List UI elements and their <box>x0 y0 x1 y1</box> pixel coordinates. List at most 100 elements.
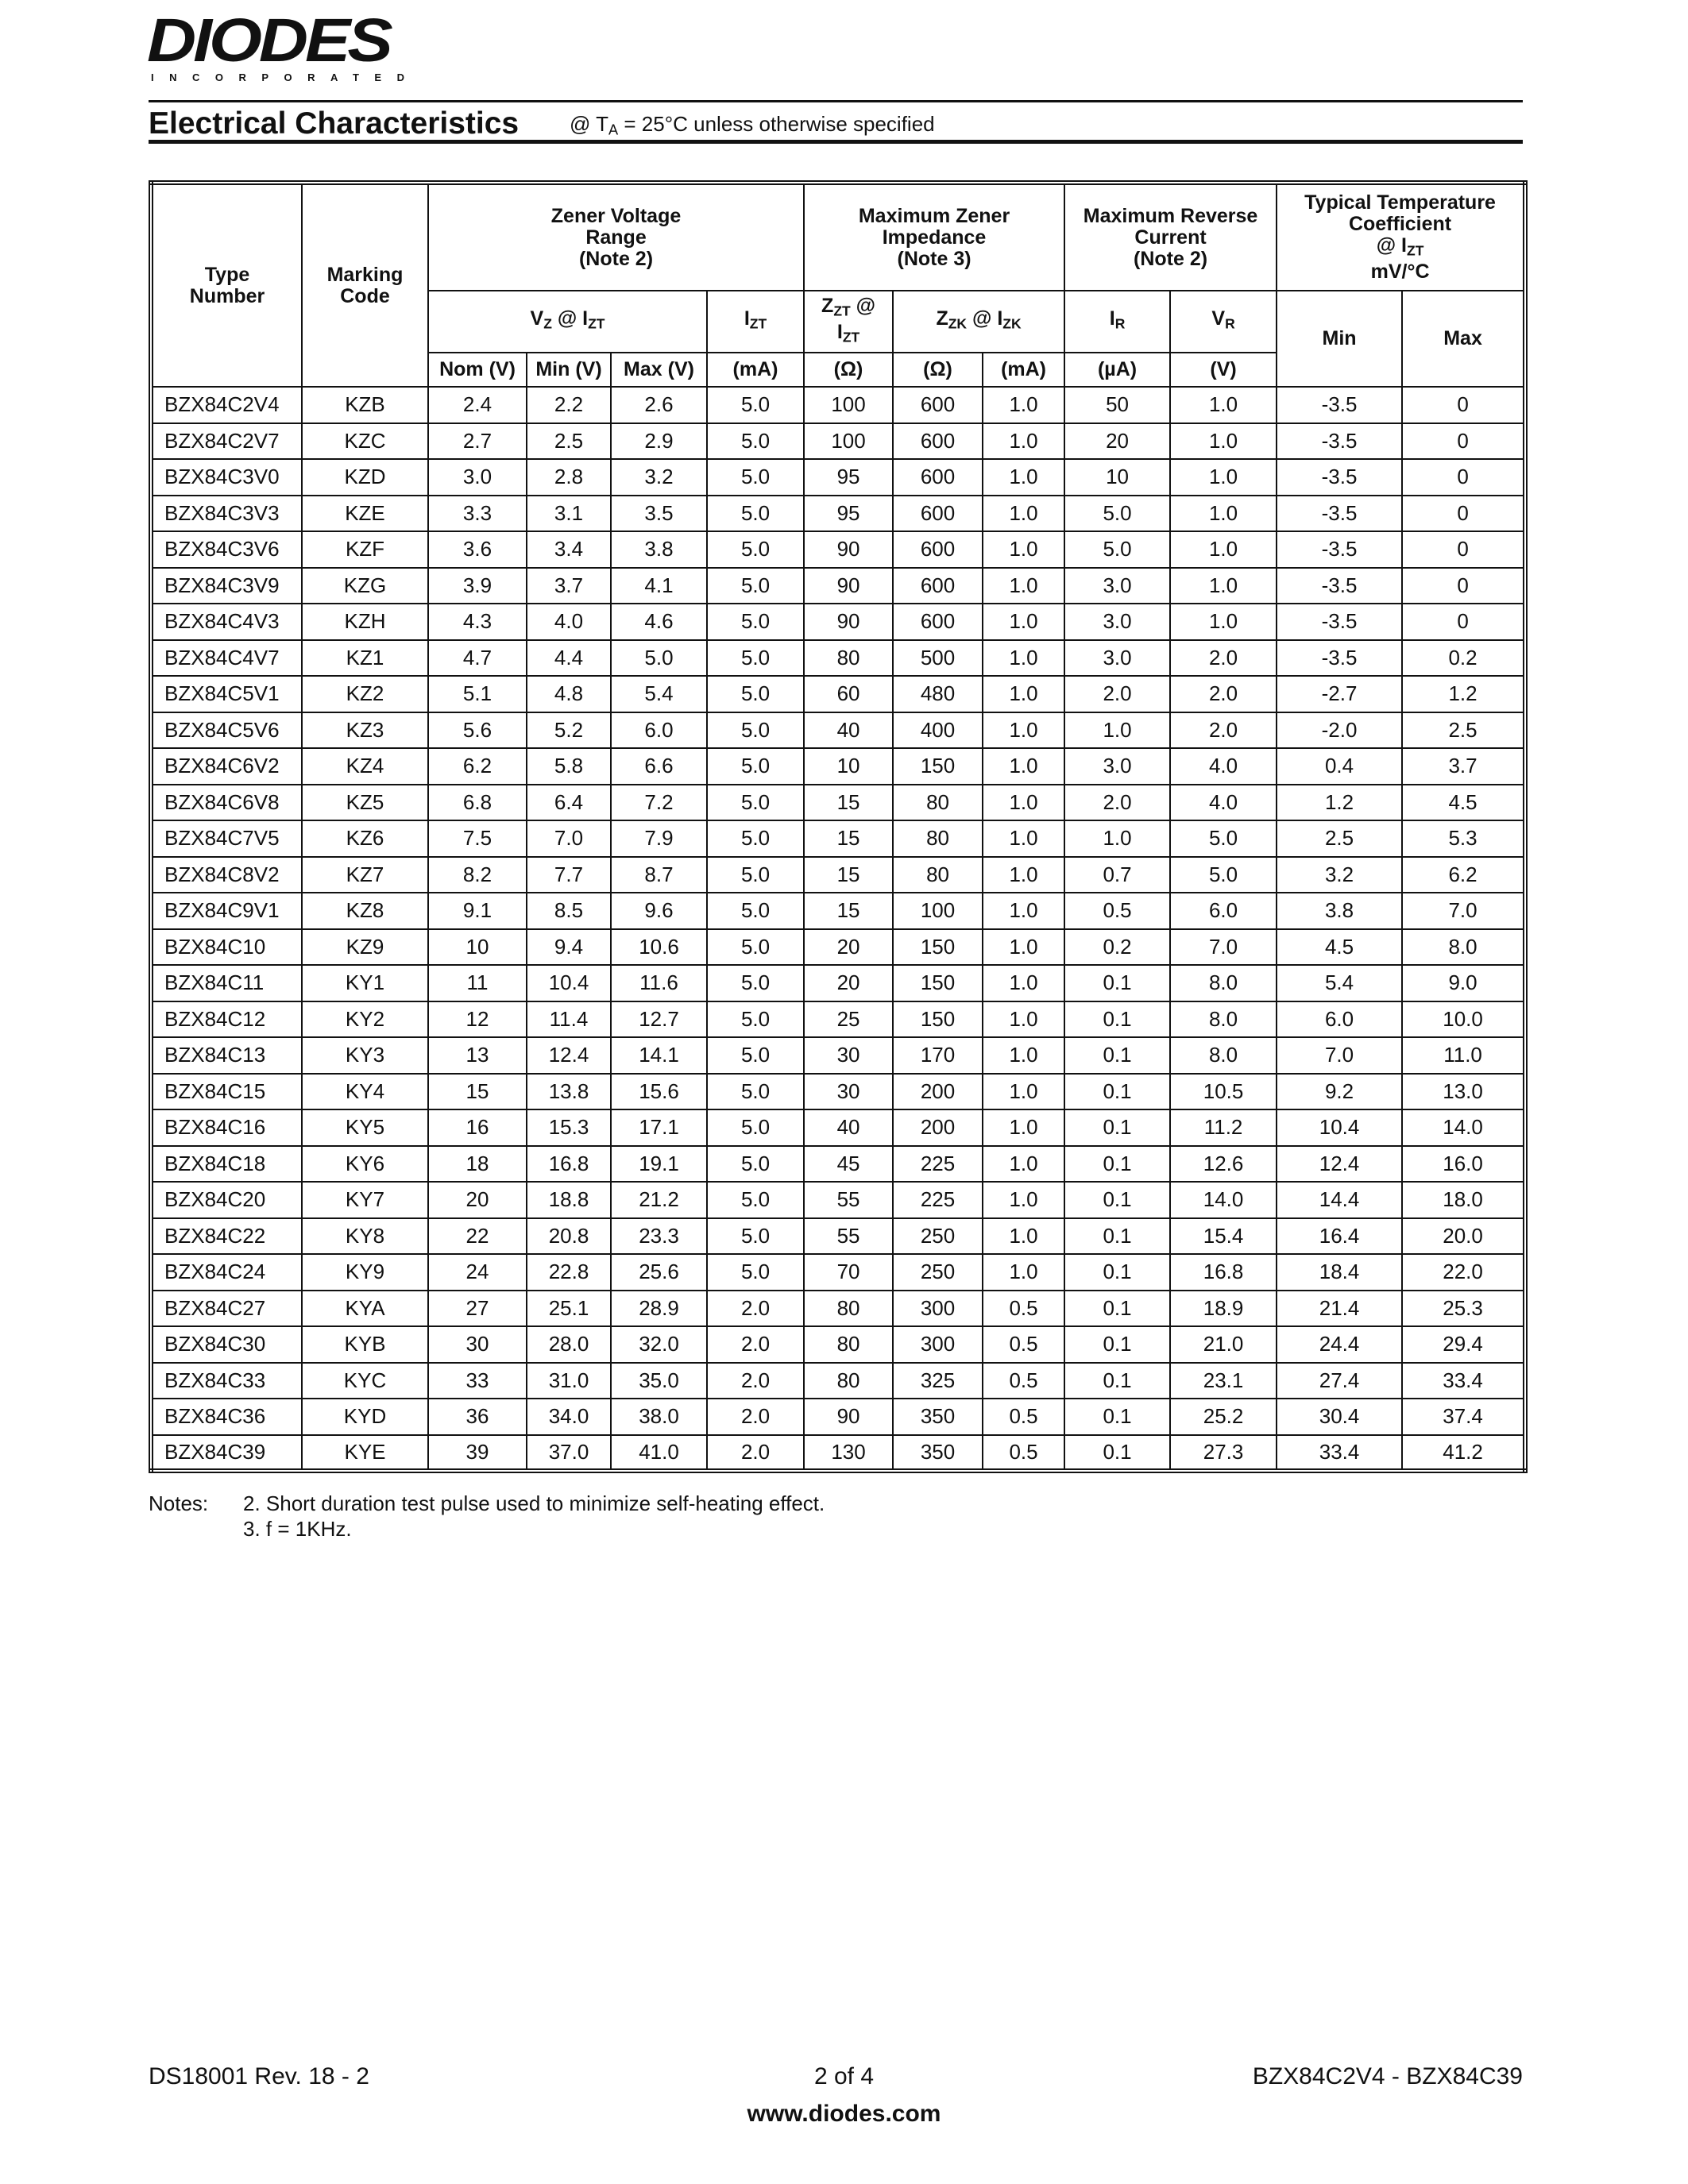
table-cell: 1.0 <box>982 783 1066 821</box>
table-cell: 80 <box>803 1325 894 1364</box>
data-row: BZX84C15 KY4 15 13.8 15.6 5.0 30 200 1.0 0.1 10.5 9… <box>150 1072 1527 1110</box>
table-cell: KYD <box>301 1398 429 1436</box>
table-cell: 4.6 <box>610 603 708 641</box>
text: (V) <box>1210 358 1237 380</box>
table-cell: 21.4 <box>1276 1289 1404 1327</box>
table-cell: 5.0 <box>705 675 805 713</box>
text: (mA) <box>732 358 778 380</box>
table-cell: 500 <box>892 639 984 677</box>
header-line: Maximum Reverse <box>1070 205 1271 227</box>
table-cell: BZX84C3V9 <box>150 566 303 604</box>
table-cell: 8.2 <box>427 855 527 893</box>
header-line: Nom (V) <box>434 359 521 380</box>
text: @ I <box>967 307 1003 330</box>
table-cell: 11.4 <box>526 1000 612 1038</box>
table-cell: 17.1 <box>610 1109 708 1147</box>
table-cell: 6.2 <box>427 747 527 785</box>
table-cell: 95 <box>803 458 894 496</box>
subscript: ZT <box>588 315 605 332</box>
table-cell: 1.0 <box>982 747 1066 785</box>
table-cell: 600 <box>892 531 984 569</box>
data-row: BZX84C4V7 KZ1 4.7 4.4 5.0 5.0 80 500 1.0 3.0 2.0 -3… <box>150 639 1527 677</box>
table-cell: 600 <box>892 422 984 460</box>
table-cell: 41.0 <box>610 1433 708 1472</box>
table-cell: 225 <box>892 1144 984 1183</box>
data-row: BZX84C24 KY9 24 22.8 25.6 5.0 70 250 1.0 0.1 16.8 1… <box>150 1253 1527 1291</box>
header-row: VZ @ IZT IZT ZZT @ IZT ZZK @ IZK IR VR Min Max <box>151 290 1527 388</box>
subscript: ZK <box>948 315 968 332</box>
table-cell: 200 <box>892 1072 984 1110</box>
table-cell: 1.0 <box>982 1000 1066 1038</box>
table-cell: 6.2 <box>1401 855 1527 893</box>
text: Z <box>936 307 948 330</box>
header-cell: IZT <box>705 290 805 353</box>
table-cell: 6.0 <box>1169 892 1278 930</box>
data-row: BZX84C13 KY3 13 12.4 14.1 5.0 30 170 1.0 0.1 8.0 7.… <box>150 1036 1527 1075</box>
table-cell: 6.4 <box>526 783 612 821</box>
header-line: ZZT @ <box>809 295 887 322</box>
table-cell: 1.0 <box>982 1144 1066 1183</box>
table-cell: 3.9 <box>427 566 527 604</box>
table-cell: 80 <box>892 820 984 858</box>
table-cell: 15.6 <box>610 1072 708 1110</box>
condition: @ TA = 25°C unless otherwise specified <box>570 112 935 139</box>
table-cell: 5.4 <box>1276 964 1404 1002</box>
table-cell: 37.4 <box>1401 1398 1527 1436</box>
table-cell: BZX84C15 <box>150 1072 303 1110</box>
table-cell: 21.0 <box>1169 1325 1278 1364</box>
table-cell: 18.9 <box>1169 1289 1278 1327</box>
table-cell: 7.0 <box>1401 892 1527 930</box>
header-cell: VR <box>1169 290 1278 353</box>
table-cell: 130 <box>803 1433 894 1472</box>
data-row: BZX84C27 KYA 27 25.1 28.9 2.0 80 300 0.5 0.1 18.9 2… <box>150 1289 1527 1327</box>
data-row: BZX84C30 KYB 30 28.0 32.0 2.0 80 300 0.5 0.1 21.0 2… <box>150 1325 1527 1364</box>
table-cell: 1.0 <box>982 639 1066 677</box>
table-cell: 1.2 <box>1401 675 1527 713</box>
table-cell: 28.0 <box>526 1325 612 1364</box>
table-cell: BZX84C5V6 <box>150 711 303 749</box>
table-cell: 5.8 <box>526 747 612 785</box>
table-cell: 36 <box>427 1398 527 1436</box>
table-cell: KZF <box>301 531 429 569</box>
table-cell: 18.8 <box>526 1181 612 1219</box>
data-row: BZX84C6V8 KZ5 6.8 6.4 7.2 5.0 15 80 1.0 2.0 4.0 1.2… <box>150 783 1527 821</box>
table-cell: 8.7 <box>610 855 708 893</box>
header-line: Maximum Zener <box>809 205 1059 227</box>
header-cell: Typical Temperature Coefficient @ IZT mV/°C <box>1276 182 1527 291</box>
table-cell: 1.0 <box>982 603 1066 641</box>
table-cell: 150 <box>892 964 984 1002</box>
table-cell: 1.0 <box>982 855 1066 893</box>
text: V <box>530 307 544 330</box>
table-cell: 16.8 <box>526 1144 612 1183</box>
data-row: BZX84C7V5 KZ6 7.5 7.0 7.9 5.0 15 80 1.0 1.0 5.0 2.5… <box>150 820 1527 858</box>
header-cell: (mA) <box>705 352 805 388</box>
table-cell: 400 <box>892 711 984 749</box>
table-cell: 350 <box>892 1398 984 1436</box>
table-cell: 4.4 <box>526 639 612 677</box>
table-cell: 14.0 <box>1169 1181 1278 1219</box>
table-cell: 12.6 <box>1169 1144 1278 1183</box>
table-cell: 5.0 <box>1064 531 1172 569</box>
table-cell: 1.0 <box>982 386 1066 424</box>
table-cell: 3.0 <box>1064 639 1172 677</box>
table-cell: 55 <box>803 1217 894 1255</box>
table-cell: 34.0 <box>526 1398 612 1436</box>
table-cell: 0 <box>1401 494 1527 532</box>
table-cell: 15.3 <box>526 1109 612 1147</box>
table-cell: 1.0 <box>982 531 1066 569</box>
data-row: BZX84C22 KY8 22 20.8 23.3 5.0 55 250 1.0 0.1 15.4 1… <box>150 1217 1527 1255</box>
table-cell: KY3 <box>301 1036 429 1075</box>
table-cell: 18.0 <box>1401 1181 1527 1219</box>
table-cell: 0.4 <box>1276 747 1404 785</box>
table-cell: BZX84C9V1 <box>150 892 303 930</box>
table-cell: BZX84C6V2 <box>150 747 303 785</box>
table-cell: 8.5 <box>526 892 612 930</box>
table-cell: 30 <box>427 1325 527 1364</box>
table-cell: KY2 <box>301 1000 429 1038</box>
table-cell: 23.1 <box>1169 1361 1278 1399</box>
table-cell: 0.1 <box>1064 1433 1172 1472</box>
table-cell: 2.0 <box>705 1433 805 1472</box>
table-cell: 1.0 <box>982 928 1066 966</box>
table-cell: 39 <box>427 1433 527 1472</box>
text: Coefficient <box>1348 212 1452 235</box>
